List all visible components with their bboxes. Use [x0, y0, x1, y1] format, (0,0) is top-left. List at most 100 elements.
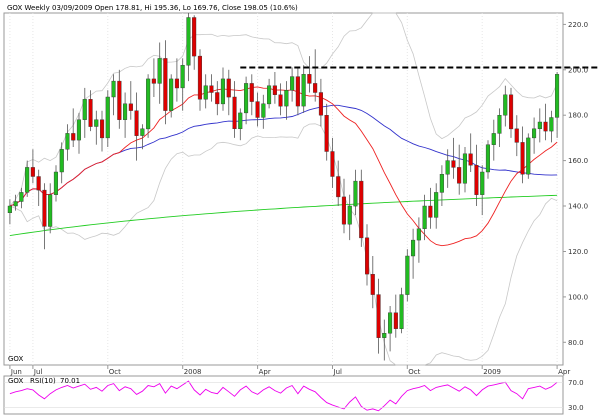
candle: [451, 137, 456, 179]
candle-body: [186, 17, 191, 66]
candle: [197, 49, 203, 111]
candle: [117, 69, 122, 129]
candle-body: [439, 173, 444, 193]
date-tick-label: Jul: [33, 368, 43, 376]
candle: [146, 74, 151, 138]
candlesticks: [7, 13, 560, 361]
candle: [439, 165, 444, 206]
candle-body: [370, 274, 375, 295]
price-tick-label: 160.0: [568, 157, 588, 165]
candle: [411, 228, 416, 279]
candle-body: [278, 94, 283, 107]
candle: [359, 169, 364, 247]
ma20-line: [9, 86, 558, 247]
candle-body: [88, 99, 93, 127]
candle: [324, 103, 329, 161]
candle: [416, 217, 421, 263]
candle-body: [341, 196, 347, 225]
candle-body: [532, 128, 537, 139]
candle-body: [261, 103, 266, 118]
candle-body: [53, 171, 58, 195]
candle-body: [411, 239, 416, 257]
candle: [278, 83, 283, 116]
candle: [422, 194, 427, 241]
candle: [520, 126, 525, 184]
chart-title: GOX Weekly 03/09/2009 Open 178.81, Hi 19…: [7, 4, 298, 12]
candle-body: [468, 153, 473, 166]
price-axis: 220.0 200.0 180.0 160.0 140.0 120.0 100.0 80.0: [563, 21, 588, 347]
candle: [243, 76, 249, 125]
candle-body: [140, 128, 145, 136]
candle-body: [382, 333, 387, 338]
candle-body: [347, 205, 352, 225]
candle: [301, 65, 306, 113]
candle-body: [485, 144, 491, 173]
candle: [65, 124, 70, 161]
rsi-panel-frame: [3, 375, 564, 415]
date-tick-label: Jul: [333, 368, 343, 376]
candle-body: [290, 76, 295, 91]
candle-body: [105, 96, 110, 139]
candle: [491, 119, 496, 161]
candle: [163, 40, 168, 125]
candle-body: [209, 85, 214, 93]
candle-body: [537, 121, 542, 130]
candle: [272, 72, 277, 104]
candle: [365, 224, 370, 286]
candle-body: [520, 142, 525, 175]
candle: [393, 294, 398, 338]
candle-body: [13, 201, 18, 207]
candle-body: [416, 228, 421, 241]
candle: [382, 319, 387, 361]
candle-body: [157, 58, 162, 84]
upper-band-line: [9, 12, 558, 207]
candle-body: [30, 167, 35, 177]
date-tick-label: Jun: [10, 368, 22, 376]
candle-body: [365, 237, 370, 275]
rsi-axis: 70.0 30.0: [4, 379, 584, 412]
date-tick-label: Oct: [408, 368, 420, 376]
candle-body: [313, 83, 318, 93]
candle: [30, 149, 35, 184]
candle-body: [284, 89, 289, 107]
candle: [555, 72, 560, 138]
candle-body: [122, 103, 128, 120]
candle: [215, 81, 220, 116]
candle-body: [238, 112, 243, 130]
candle-body: [445, 160, 450, 175]
price-tick-label: 100.0: [568, 293, 588, 301]
candle-body: [491, 133, 496, 145]
candle-body: [267, 85, 272, 105]
candle: [480, 165, 485, 216]
candle: [549, 110, 554, 143]
candle: [543, 103, 548, 141]
candle-body: [399, 294, 404, 329]
candle-body: [359, 180, 364, 239]
candle-body: [111, 80, 116, 98]
candle-body: [301, 74, 306, 107]
candle: [474, 144, 479, 206]
candle-body: [503, 94, 508, 116]
price-tick-label: 200.0: [568, 66, 588, 74]
candle-body: [330, 151, 335, 177]
candle: [399, 287, 404, 334]
price-gridlines: [9, 13, 558, 365]
candle: [284, 81, 289, 120]
candle-body: [71, 133, 76, 141]
candle-body: [36, 176, 41, 191]
candle: [53, 165, 58, 202]
candle: [111, 74, 116, 116]
bollinger-bands: [9, 12, 558, 366]
candle: [307, 56, 312, 93]
candle: [88, 90, 93, 132]
candle-body: [474, 164, 479, 195]
candle-body: [42, 189, 47, 227]
candle: [71, 108, 76, 147]
candle: [25, 160, 30, 197]
candle: [388, 306, 393, 352]
candle-body: [543, 121, 548, 132]
candle-body: [76, 119, 81, 141]
candle: [220, 67, 226, 111]
candle: [128, 81, 133, 120]
candle-body: [462, 153, 468, 184]
